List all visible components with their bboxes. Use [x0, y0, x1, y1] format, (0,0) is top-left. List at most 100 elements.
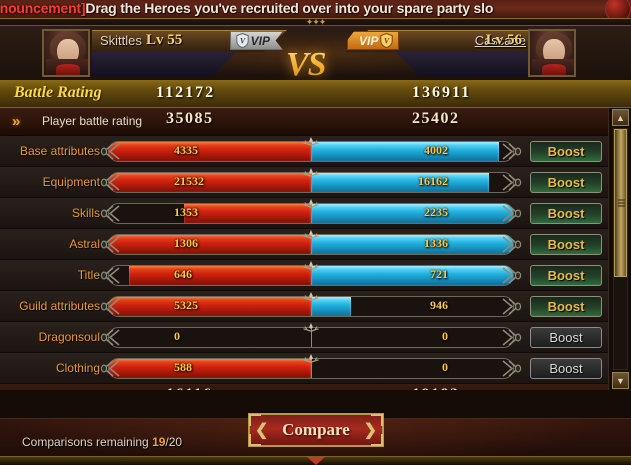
- compare-button[interactable]: ❮ Compare ❯: [248, 413, 384, 447]
- bar-fill-player: [109, 235, 311, 254]
- stat-row: Astral: [0, 229, 608, 260]
- bar-center-divider: [311, 359, 312, 378]
- player-level-row: [92, 52, 237, 76]
- stat-comparison-bar: 1306 1336: [100, 230, 522, 255]
- stat-label: Dragonsoul: [38, 330, 100, 344]
- announcement-bar: [Announcement]Drag the Heroes you've rec…: [0, 0, 631, 19]
- stat-comparison-bar: 1353 2235: [100, 199, 522, 224]
- bar-half-player: [109, 328, 311, 347]
- comparison-list: » Player battle rating 35085 25402 Base …: [0, 108, 608, 390]
- boost-button[interactable]: Boost: [530, 234, 602, 255]
- shield-icon: V: [235, 33, 249, 48]
- bar-half-opponent: [311, 266, 513, 285]
- stat-label: Title: [77, 268, 100, 282]
- stat-row: Equipment: [0, 167, 608, 198]
- bar-half-player: [109, 173, 311, 192]
- triangle-ornament-icon: [306, 457, 325, 465]
- boost-button[interactable]: Boost: [530, 265, 602, 286]
- bar-endcap-icon: [502, 143, 522, 160]
- bar-fill-opponent: [311, 266, 513, 285]
- boost-button[interactable]: Boost: [530, 296, 602, 317]
- announcement-tag: [Announcement]: [0, 0, 86, 16]
- opponent-vip-badge[interactable]: VIP V: [347, 31, 400, 50]
- bar-fill-opponent: [311, 204, 513, 223]
- bar-endcap-icon: [100, 267, 120, 284]
- announcement-message: Drag the Heroes you've recruited over in…: [85, 0, 494, 16]
- bar-center-divider: [311, 266, 312, 285]
- boost-button[interactable]: Boost: [530, 141, 602, 162]
- opponent-level: Lv 56: [485, 32, 522, 48]
- avatar-scarf: [56, 64, 80, 75]
- versus-header: Skittles Lv 55 V VIP VS Cascade Lv 56 VI…: [0, 26, 631, 82]
- battle-rating-right-value: 136911: [412, 84, 472, 101]
- boost-button[interactable]: Boost: [530, 327, 602, 348]
- boost-button[interactable]: Boost: [530, 203, 602, 224]
- stat-comparison-bar: 0 0: [100, 323, 522, 348]
- scroll-down-button[interactable]: ▼: [612, 372, 629, 389]
- stat-label: Skills: [71, 206, 100, 220]
- bar-center-ornament-icon: [303, 323, 319, 332]
- stat-value-opponent: 4002: [424, 143, 448, 157]
- scrollbar-track[interactable]: [613, 128, 628, 370]
- chevron-right-icon: »: [12, 389, 20, 390]
- bar-endcap-icon: [502, 267, 522, 284]
- ornament-icon: ✦✦✦: [305, 17, 327, 27]
- comparisons-remaining: Comparisons remaining 19/20: [22, 435, 182, 449]
- header-divider: ✦✦✦: [0, 17, 631, 27]
- bar-center-ornament-icon: [303, 261, 319, 270]
- player-vip-badge[interactable]: V VIP: [229, 31, 283, 50]
- stat-value-player: 0: [174, 329, 180, 343]
- player-battle-rating-right-value: 25402: [412, 110, 460, 127]
- stat-value-opponent: 946: [430, 298, 448, 312]
- bar-endcap-icon: [100, 236, 120, 253]
- bar-half-opponent: [311, 359, 513, 378]
- bar-endcap-icon: [100, 174, 120, 191]
- announcement-text: [Announcement]Drag the Heroes you've rec…: [0, 0, 493, 18]
- corner-ornament: [249, 434, 261, 446]
- list-scrollbar[interactable]: ▲ ▼: [608, 108, 631, 390]
- shield-icon: V: [380, 33, 394, 48]
- stat-label: Guild attributes: [19, 299, 100, 313]
- stat-value-player: 21532: [174, 174, 204, 188]
- bar-fill-opponent: [311, 173, 489, 192]
- stat-label: Equipment: [42, 175, 100, 189]
- bar-endcap-icon: [100, 360, 120, 377]
- bar-endcap-icon: [100, 205, 120, 222]
- stat-comparison-bar: 21532 16162: [100, 168, 522, 193]
- corner-ornament: [371, 434, 383, 446]
- bar-center-ornament-icon: [303, 199, 319, 208]
- corner-ornament: [371, 414, 383, 426]
- bar-endcap-icon: [502, 329, 522, 346]
- stat-label: Astral: [69, 237, 100, 251]
- bar-fill-player: [109, 359, 311, 378]
- bar-half-opponent: [311, 204, 513, 223]
- bar-half-player: [109, 142, 311, 161]
- player-battle-rating-label: Player battle rating: [42, 114, 143, 128]
- opponent-name: Cascade: [474, 33, 526, 48]
- bar-center-divider: [311, 297, 312, 316]
- stat-rows-container: Base attributes: [0, 136, 608, 384]
- stat-row: Skills: [0, 198, 608, 229]
- stat-comparison-bar: 588 0: [100, 354, 522, 379]
- bar-center-divider: [311, 328, 312, 347]
- stat-value-opponent: 1336: [424, 236, 448, 250]
- scroll-up-button[interactable]: ▲: [612, 109, 629, 126]
- comparisons-remaining-prefix: Comparisons remaining: [22, 435, 153, 449]
- stat-label: Base attributes: [19, 144, 100, 158]
- stat-value-opponent: 16162: [418, 174, 448, 188]
- boost-button[interactable]: Boost: [530, 172, 602, 193]
- stat-comparison-bar: 4335 4002: [100, 137, 522, 162]
- stat-value-opponent: 0: [442, 360, 448, 374]
- angel-battle-rating-left-value: 16116: [166, 386, 213, 390]
- stat-value-opponent: 721: [430, 267, 448, 281]
- footer-ornament: [0, 456, 631, 465]
- stat-row: Dragonsoul: [0, 322, 608, 353]
- opponent-avatar[interactable]: [528, 29, 576, 77]
- boost-button[interactable]: Boost: [530, 358, 602, 379]
- opponent-level-row: [395, 52, 540, 76]
- stat-value-player: 1353: [174, 205, 198, 219]
- player-name: Skittles: [100, 33, 142, 48]
- bar-half-player: [109, 204, 311, 223]
- scrollbar-thumb[interactable]: [614, 129, 627, 277]
- player-avatar[interactable]: [42, 29, 90, 77]
